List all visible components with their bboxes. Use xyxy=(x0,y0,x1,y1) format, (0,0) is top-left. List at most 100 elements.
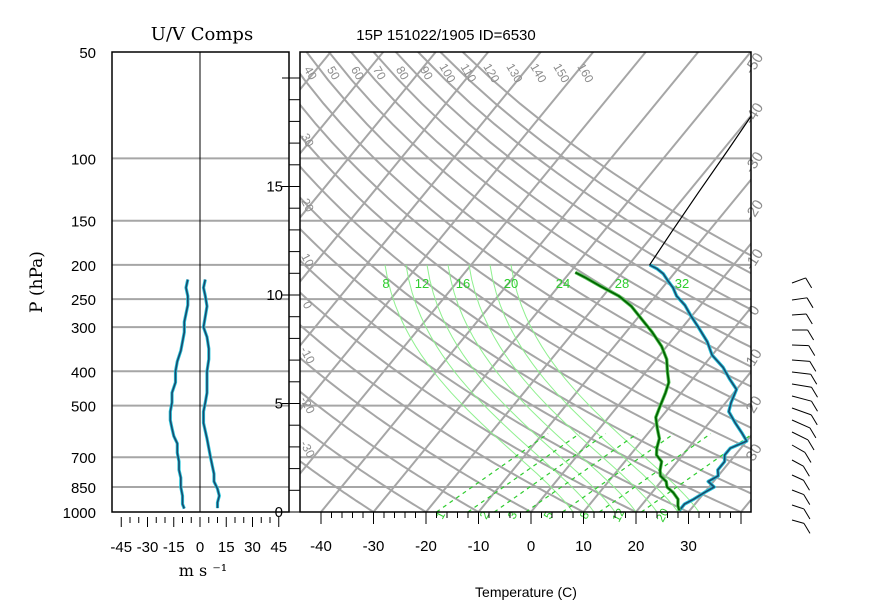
uv-x-tick-label: 45 xyxy=(270,539,287,556)
skewt-isotherm-label: 20 xyxy=(743,393,766,416)
wind-barb-flag xyxy=(809,427,817,439)
uv-series-line-u xyxy=(169,279,189,509)
wind-barb-shaft xyxy=(791,419,811,429)
skewt-dry-adiabat xyxy=(350,52,751,349)
skewt-mixing-ratio-line xyxy=(598,433,712,512)
skewt-isotherm xyxy=(300,52,489,284)
skewt-moist-adiabat xyxy=(447,264,637,512)
skewt-bottom-mixing-ratio-label: 5 xyxy=(541,509,557,522)
skewt-mixing-ratio-line xyxy=(467,433,580,512)
uv-x-tick-label: -15 xyxy=(163,539,185,556)
wind-barb-flag xyxy=(811,387,818,398)
uv-pressure-tick-label: 200 xyxy=(71,258,96,275)
skewt-moist-adiabat xyxy=(426,264,616,512)
uv-pressure-tick-label: 850 xyxy=(71,480,96,497)
skewt-panel: 15P 151022/1905 ID=6530 40 50 60 70 80 90 100 1… xyxy=(0,27,767,600)
skewt-dry-adiabat xyxy=(300,165,751,473)
skewt-dry-adiabat xyxy=(300,356,532,512)
skewt-isotherm xyxy=(635,370,751,512)
wind-barb-flag xyxy=(805,313,813,325)
skewt-dry-adiabat xyxy=(300,103,751,429)
skewt-dry-adiabat-label: 100 xyxy=(436,61,458,86)
uv-pressure-tick-label: 250 xyxy=(71,292,96,309)
uv-y-axis-label: P (hPa) xyxy=(27,251,47,313)
skewt-dry-adiabat xyxy=(300,323,584,512)
skewt-mixing-ratio-line xyxy=(436,433,549,512)
wind-barb-shaft xyxy=(791,444,806,453)
skewt-dry-adiabat-label: 60 xyxy=(348,64,367,83)
uv-pressure-tick-label: 100 xyxy=(71,151,96,168)
skewt-height-tick-label: 10 xyxy=(266,287,283,304)
wind-barb-shaft xyxy=(791,431,809,441)
skewt-x-tick-label: 10 xyxy=(575,538,592,555)
skewt-isotherm xyxy=(582,306,751,512)
skewt-x-axis-label: Temperature (C) xyxy=(475,584,577,600)
skewt-height-tick-label: 5 xyxy=(275,396,283,413)
skewt-isotherm xyxy=(740,498,751,512)
skewt-isotherm-label: 10 xyxy=(743,346,766,369)
wind-barb-flag xyxy=(802,465,810,477)
skewt-bottom-mixing-ratio-label: 12 xyxy=(609,506,628,525)
skewt-dry-adiabat xyxy=(300,424,427,512)
skewt-mixing-ratio-label: 32 xyxy=(675,276,689,291)
skewt-left-adiabat-label: 0 xyxy=(300,299,316,312)
uv-series-group xyxy=(168,279,221,510)
skewt-isotherm xyxy=(300,52,332,92)
wind-barb-shaft xyxy=(791,359,810,362)
skewt-moist-adiabat xyxy=(468,264,658,512)
wind-barb-shaft xyxy=(791,297,808,301)
skewt-x-tick-label: 20 xyxy=(628,538,645,555)
skewt-mixing-ratio-label: 16 xyxy=(456,276,470,291)
wind-barb-shaft xyxy=(791,489,804,496)
uv-pressure-tick-label: 1000 xyxy=(63,505,96,522)
uv-x-axis-label: m s ⁻¹ xyxy=(179,561,227,580)
skewt-isotherm-label: -30 xyxy=(741,149,767,176)
skewt-profile-group xyxy=(574,115,751,512)
skewt-dry-adiabat xyxy=(300,390,479,512)
uv-pressure-tick-label: 150 xyxy=(71,214,96,231)
skewt-moist-adiabat xyxy=(405,264,595,512)
uv-pressure-tick-label: 700 xyxy=(71,450,96,467)
skewt-mixing-ratio-label: 24 xyxy=(556,276,570,291)
wind-barb-shaft xyxy=(791,459,804,467)
wind-barb-shaft xyxy=(791,504,805,510)
uv-pressure-tick-label: 400 xyxy=(71,364,96,381)
wind-barb-flag xyxy=(810,414,818,426)
skewt-x-tick-label: -10 xyxy=(468,538,490,555)
wind-barb-flag xyxy=(811,400,818,412)
wind-barb-flag xyxy=(804,452,812,463)
skewt-height-tick-label: 15 xyxy=(266,179,283,196)
uv-series-line-v xyxy=(202,279,221,509)
skewt-bottom-mixing-ratio-label: 3 xyxy=(505,509,521,522)
skewt-frame xyxy=(299,51,752,513)
skewt-dry-adiabat xyxy=(372,52,751,330)
wind-barb-shaft xyxy=(791,344,809,347)
skewt-dry-adiabat xyxy=(395,52,751,311)
uv-pressure-tick-label: 50 xyxy=(79,45,96,62)
skewt-left-adiabat-label: 20 xyxy=(298,196,317,215)
wind-barb-shaft xyxy=(791,371,811,375)
skewt-dry-adiabat xyxy=(300,291,637,512)
skewt-background-lines xyxy=(0,52,751,512)
skewt-dewpoint-envelope xyxy=(649,264,748,512)
skewt-isotherm-label: 0 xyxy=(745,303,764,319)
skewt-dry-adiabat-label: 90 xyxy=(417,64,436,83)
skewt-dry-adiabat-label: 50 xyxy=(324,64,343,83)
uv-pressure-tick-label: 500 xyxy=(71,399,96,416)
skewt-dry-adiabat-label: 70 xyxy=(370,64,389,83)
skewt-isotherm xyxy=(687,434,751,512)
skewt-isotherm xyxy=(0,52,173,512)
uv-x-tick-label: 15 xyxy=(218,539,235,556)
skewt-dry-adiabat-label: 130 xyxy=(503,61,525,86)
skewt-mixing-ratio-line xyxy=(525,433,638,512)
wind-barb-shaft xyxy=(791,474,804,481)
skewt-moist-adiabat xyxy=(510,264,700,512)
skewt-isotherm xyxy=(530,242,751,512)
skewt-dry-adiabat-label: 120 xyxy=(480,61,502,86)
skewt-dry-adiabat-label: 160 xyxy=(574,61,596,86)
wind-barb-flag xyxy=(807,439,815,451)
skewt-mixing-ratio-line xyxy=(493,433,607,512)
wind-barb-shaft xyxy=(791,407,812,416)
skewt-bottom-mixing-ratio-label: 2 xyxy=(477,509,493,522)
